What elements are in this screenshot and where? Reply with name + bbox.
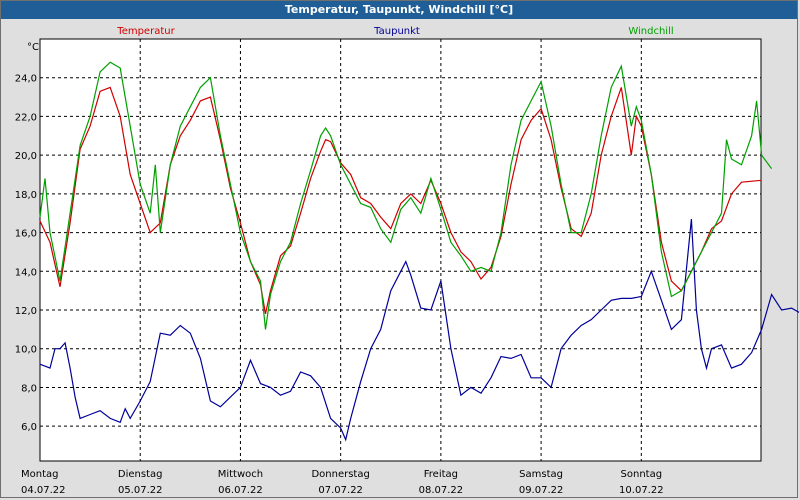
x-tick-date: 10.07.22 [619,485,664,496]
y-tick-label: 24,0 [15,74,37,85]
series-line-taupunkt [39,218,799,442]
y-axis-unit: °C [27,42,39,53]
y-tick-label: 14,0 [15,267,37,278]
x-tick-date: 09.07.22 [519,485,564,496]
y-tick-label: 18,0 [15,190,37,201]
series-line-temperatur [39,86,762,315]
legend-temperatur: Temperatur [116,26,175,37]
x-tick-day: Montag [21,469,58,480]
y-tick-labels: 24,0 22,0 20,0 18,0 16,0 14,0 12,0 10,0 8,0 6,0 [15,74,37,433]
x-tick-date: 08.07.22 [419,485,464,496]
y-tick-label: 8,0 [21,383,37,394]
y-tick-label: 16,0 [15,229,37,240]
x-tick-day: Sonntag [621,469,663,480]
x-tick-date: 04.07.22 [21,485,66,496]
gridlines [40,39,761,461]
x-tick-day: Mittwoch [218,469,263,480]
y-tick-label: 10,0 [15,345,37,356]
legend-windchill: Windchill [628,26,673,37]
x-tick-date: 07.07.22 [318,485,363,496]
y-tick-label: 20,0 [15,151,37,162]
y-tick-label: 12,0 [15,306,37,317]
series-line-windchill [39,61,773,330]
x-tick-labels: Montag 04.07.22 Dienstag 05.07.22 Mittwoch 06… [21,469,664,496]
y-tick-label: 22,0 [15,112,37,123]
y-tick-label: 6,0 [21,422,37,433]
x-tick-day: Dienstag [118,469,163,480]
x-tick-day: Freitag [424,469,458,480]
chart-title: Temperatur, Taupunkt, Windchill [°C] [1,1,797,19]
x-tick-day: Samstag [519,469,563,480]
plot-area [39,38,762,462]
x-tick-date: 06.07.22 [218,485,263,496]
x-tick-day: Donnerstag [311,469,369,480]
series-lines [39,61,799,442]
legend-taupunkt: Taupunkt [373,26,420,37]
x-tick-date: 05.07.22 [118,485,163,496]
